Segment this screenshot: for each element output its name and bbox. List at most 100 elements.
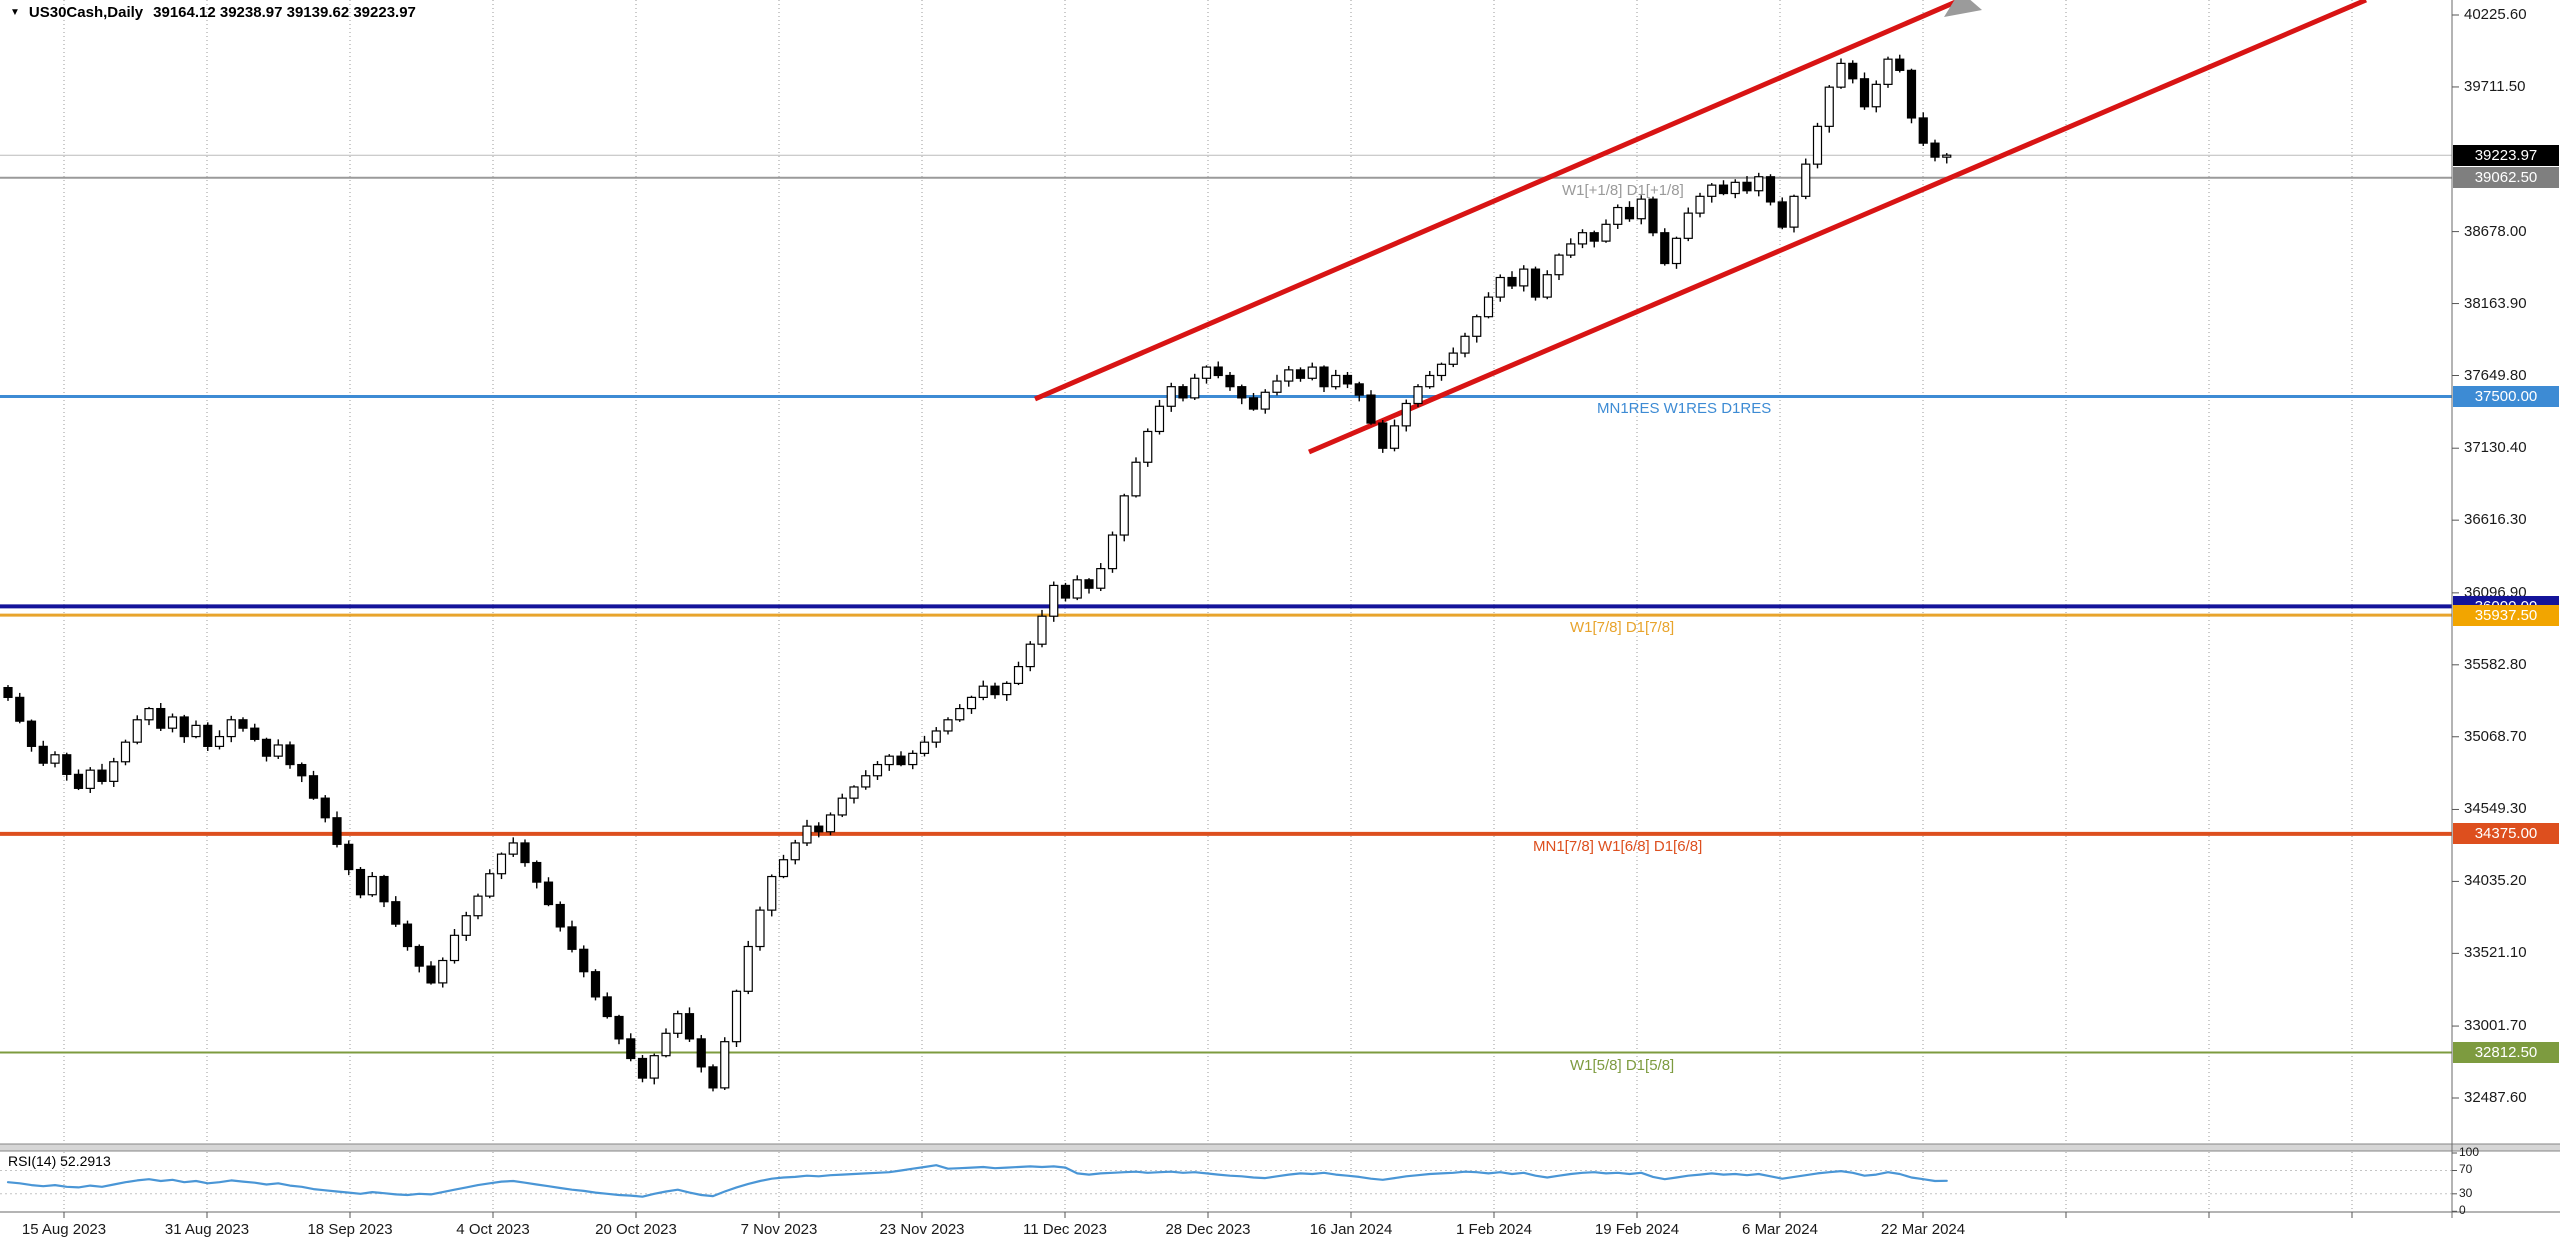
candle-up — [461, 915, 471, 936]
candle-up — [919, 741, 930, 754]
candle-up — [790, 842, 800, 861]
level-label: W1[7/8] D1[7/8] — [1570, 619, 1675, 637]
candle-down — [238, 719, 248, 729]
candle-up — [908, 752, 918, 766]
candle-down — [1084, 579, 1094, 589]
candle-up — [731, 990, 742, 1043]
rsi-name: RSI(14) — [8, 1153, 57, 1169]
candle-up — [50, 754, 60, 764]
candle-down — [1507, 276, 1517, 287]
candle-down — [379, 875, 389, 903]
candle-up — [449, 934, 460, 962]
candle-down — [297, 763, 307, 777]
date-axis-label: 23 Nov 2023 — [879, 1221, 965, 1238]
candle-up — [1436, 363, 1447, 377]
candle-down — [1319, 366, 1329, 388]
rsi-scale-label: 30 — [2459, 1185, 2473, 1200]
candle-up — [1166, 386, 1176, 407]
candle-down — [590, 971, 601, 998]
candle-up — [485, 873, 495, 897]
price-axis-tick-label: 38678.00 — [2464, 222, 2527, 240]
candle-down — [344, 843, 354, 871]
candle-down — [579, 948, 589, 973]
candle-down — [285, 744, 295, 766]
rsi-value: 52.2913 — [60, 1153, 111, 1169]
candle-up — [1942, 154, 1952, 158]
level-price-badge: 34375.00 — [2453, 823, 2559, 845]
rsi-scale-label: 0 — [2459, 1203, 2466, 1218]
price-axis-tick-label: 36616.30 — [2464, 511, 2527, 529]
candle-up — [1636, 198, 1646, 220]
candle-down — [308, 775, 319, 799]
candle-up — [1119, 495, 1129, 536]
date-axis-label: 22 Mar 2024 — [1880, 1221, 1966, 1238]
trend-channel-line[interactable] — [1034, 0, 1959, 402]
candle-up — [1272, 380, 1282, 393]
candle-up — [884, 755, 894, 766]
candle-down — [156, 707, 166, 729]
trend-channel-line[interactable] — [1308, 0, 2367, 455]
candle-up — [273, 744, 283, 757]
channel-arrowhead-icon — [1944, 0, 1982, 17]
price-axis-tick-label: 35068.70 — [2464, 727, 2527, 745]
candle-up — [1542, 274, 1552, 298]
candle-up — [1307, 366, 1317, 379]
panel-separator[interactable] — [0, 1144, 2560, 1151]
candle-down — [62, 754, 72, 775]
candle-down — [391, 901, 401, 925]
candle-down — [73, 773, 84, 789]
rsi-indicator-label: RSI(14) 52.2913 — [8, 1153, 111, 1169]
candle-up — [720, 1041, 730, 1089]
date-axis-label: 15 Aug 2023 — [21, 1221, 107, 1238]
candle-up — [1871, 83, 1881, 108]
candle-up — [109, 761, 119, 782]
candle-up — [673, 1013, 683, 1034]
current-price-badge: 39223.97 — [2453, 144, 2559, 166]
candle-down — [1378, 422, 1388, 449]
date-axis-label: 1 Feb 2024 — [1456, 1221, 1532, 1238]
candle-down — [543, 881, 554, 906]
candle-down — [1777, 201, 1787, 228]
candle-up — [367, 875, 377, 896]
candle-up — [85, 769, 95, 789]
candle-down — [1248, 397, 1259, 410]
candle-down — [426, 965, 436, 984]
price-axis-tick-label: 40225.60 — [2464, 6, 2527, 23]
candle-up — [1037, 615, 1047, 645]
candle-down — [261, 738, 272, 757]
candle-up — [872, 763, 883, 777]
candle-up — [144, 707, 154, 721]
candle-down — [1589, 232, 1599, 242]
candle-down — [1295, 369, 1306, 379]
candle-up — [438, 959, 448, 984]
candle-up — [1143, 430, 1153, 463]
candle-up — [226, 719, 236, 738]
candle-up — [1754, 176, 1764, 192]
candle-up — [1025, 643, 1035, 668]
candle-up — [1730, 181, 1740, 195]
symbol-dropdown-icon[interactable]: ▼ — [10, 7, 20, 18]
candle-up — [167, 716, 178, 729]
candle-up — [1836, 62, 1846, 88]
candle-up — [1154, 405, 1165, 433]
candle-up — [1401, 402, 1411, 427]
candle-down — [1237, 386, 1247, 399]
candle-up — [1707, 184, 1717, 197]
candle-down — [1930, 142, 1940, 158]
candle-up — [1389, 425, 1400, 449]
candle-down — [320, 797, 330, 819]
price-axis-tick-label: 39711.50 — [2464, 77, 2526, 95]
candle-up — [496, 853, 507, 875]
candle-up — [1472, 316, 1482, 337]
candle-down — [1178, 386, 1188, 399]
date-axis-label: 7 Nov 2023 — [740, 1221, 818, 1238]
candle-up — [955, 707, 965, 721]
candle-down — [414, 945, 424, 967]
candle-down — [1895, 58, 1905, 71]
date-axis-label: 11 Dec 2023 — [1023, 1221, 1107, 1238]
candle-up — [120, 741, 131, 763]
date-axis-label: 31 Aug 2023 — [164, 1221, 250, 1238]
candle-down — [1366, 394, 1376, 424]
candle-down — [3, 686, 13, 698]
